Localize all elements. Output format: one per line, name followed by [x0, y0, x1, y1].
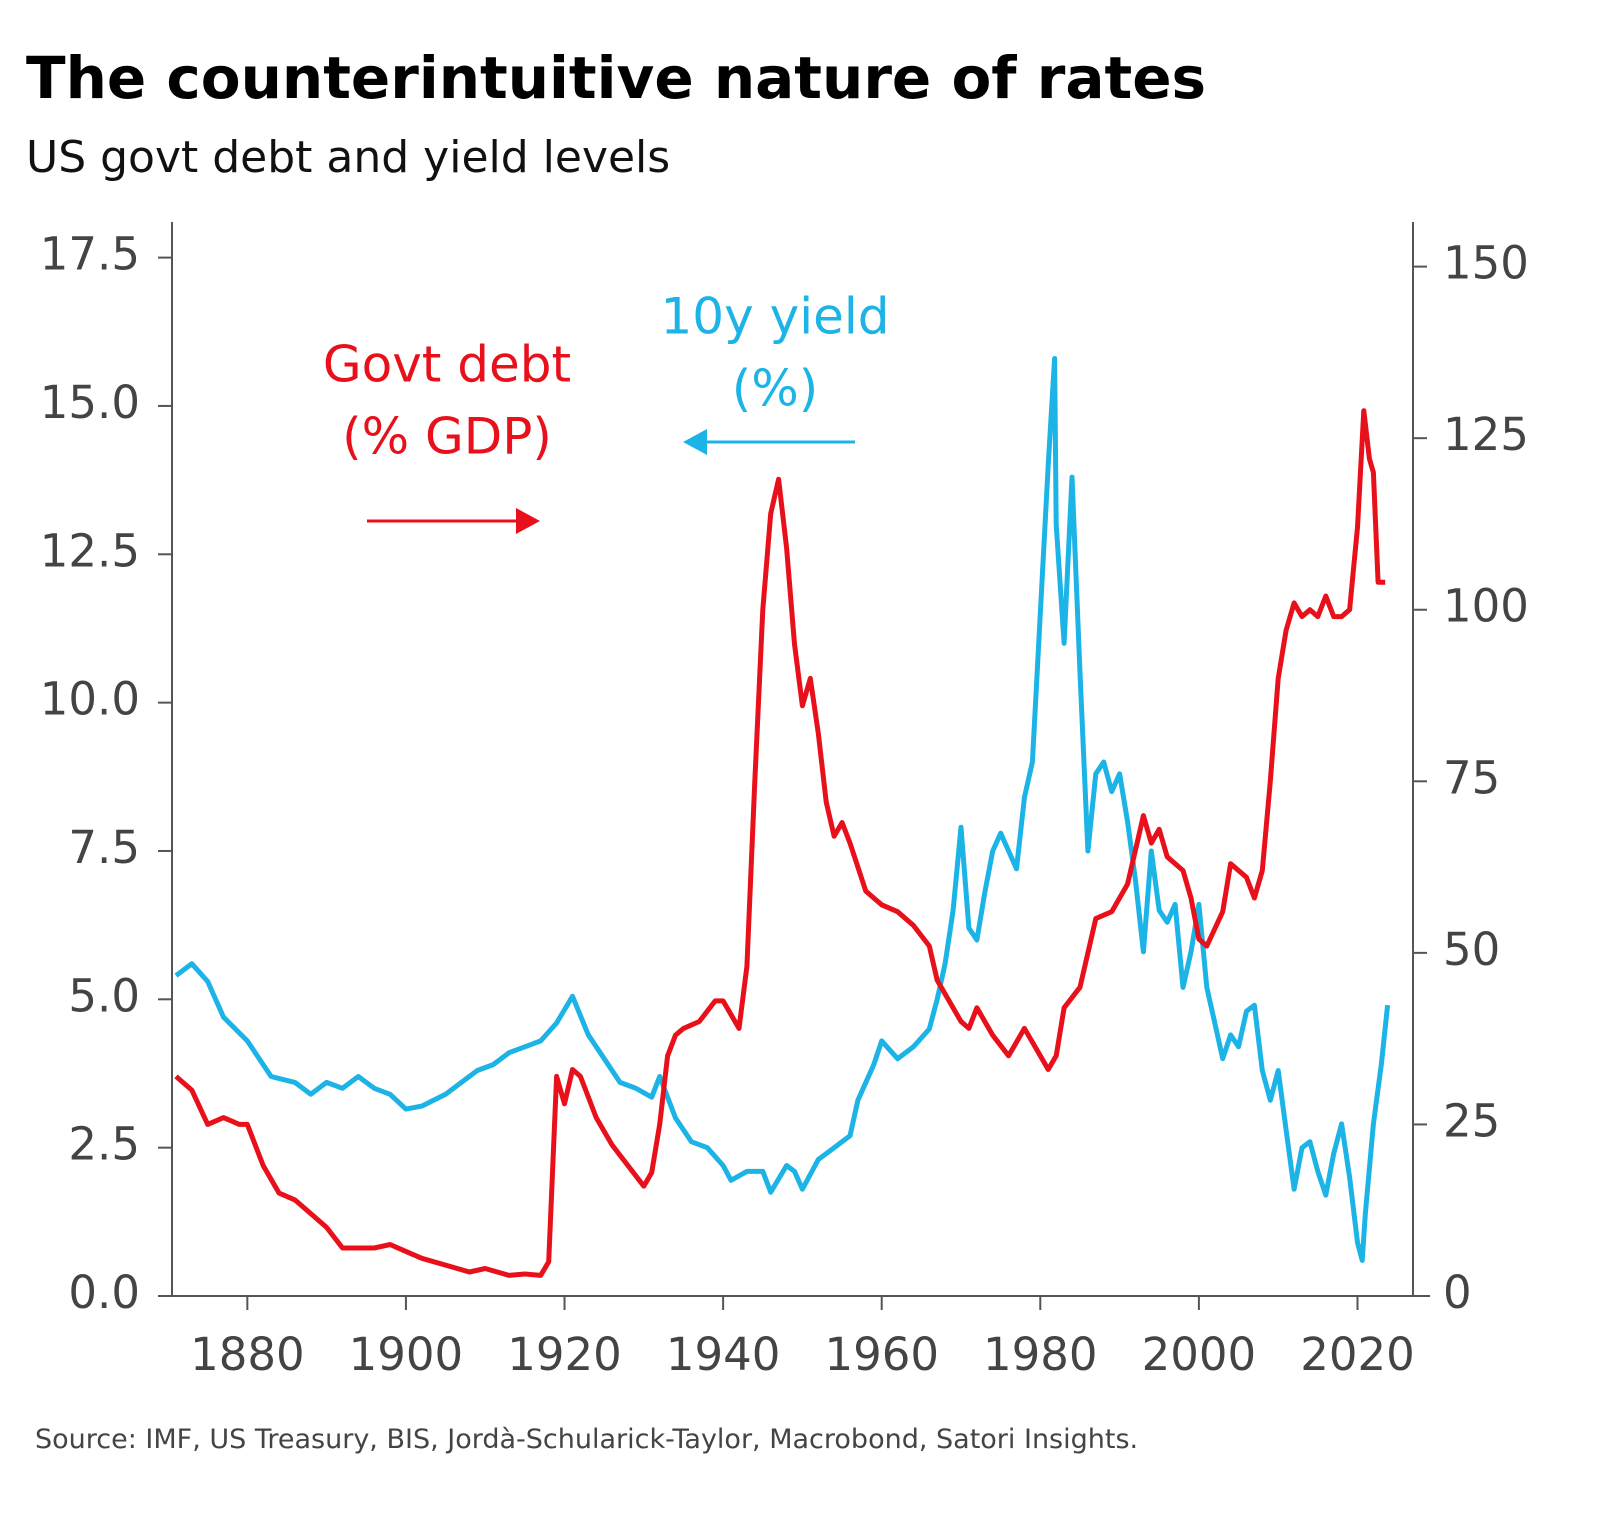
y-tick-label: 12.5 — [40, 524, 140, 577]
y-tick-label: 15.0 — [40, 376, 140, 429]
x-tick-label: 1920 — [507, 1328, 622, 1381]
y2-tick-label: 125 — [1443, 408, 1529, 461]
x-tick-label: 1940 — [666, 1328, 781, 1381]
x-tick-label: 1900 — [349, 1328, 464, 1381]
annotation: (% GDP) — [342, 408, 552, 466]
annotation: Govt debt — [323, 336, 571, 394]
y2-tick-label: 25 — [1443, 1094, 1500, 1147]
series-line — [174, 408, 1386, 1278]
y-tick-label: 10.0 — [40, 673, 140, 726]
source-note: Source: IMF, US Treasury, BIS, Jordà-Sch… — [35, 1424, 1138, 1455]
chart-title: The counterintuitive nature of rates — [26, 44, 1206, 112]
x-tick-label: 2020 — [1300, 1328, 1415, 1381]
debt-arrow — [367, 508, 540, 534]
annotation: (%) — [732, 360, 819, 418]
y2-tick-label: 150 — [1443, 237, 1529, 290]
yield-arrow — [683, 429, 855, 455]
y2-tick-label: 0 — [1443, 1266, 1472, 1319]
y-tick-label: 5.0 — [68, 969, 140, 1022]
y-tick-label: 17.5 — [40, 228, 140, 281]
x-tick-label: 1980 — [983, 1328, 1098, 1381]
y2-tick-label: 75 — [1443, 751, 1500, 804]
y2-tick-label: 50 — [1443, 923, 1500, 976]
x-tick-label: 2000 — [1142, 1328, 1257, 1381]
x-tick-label: 1880 — [190, 1328, 305, 1381]
y2-tick-label: 100 — [1443, 580, 1529, 633]
x-tick-label: 1960 — [824, 1328, 939, 1381]
annotation: 10y yield — [661, 288, 890, 346]
y-tick-label: 0.0 — [68, 1266, 140, 1319]
y-tick-label: 7.5 — [68, 821, 140, 874]
y-tick-label: 2.5 — [68, 1118, 140, 1171]
chart-subtitle: US govt debt and yield levels — [26, 132, 670, 183]
series-line — [174, 356, 1391, 1263]
